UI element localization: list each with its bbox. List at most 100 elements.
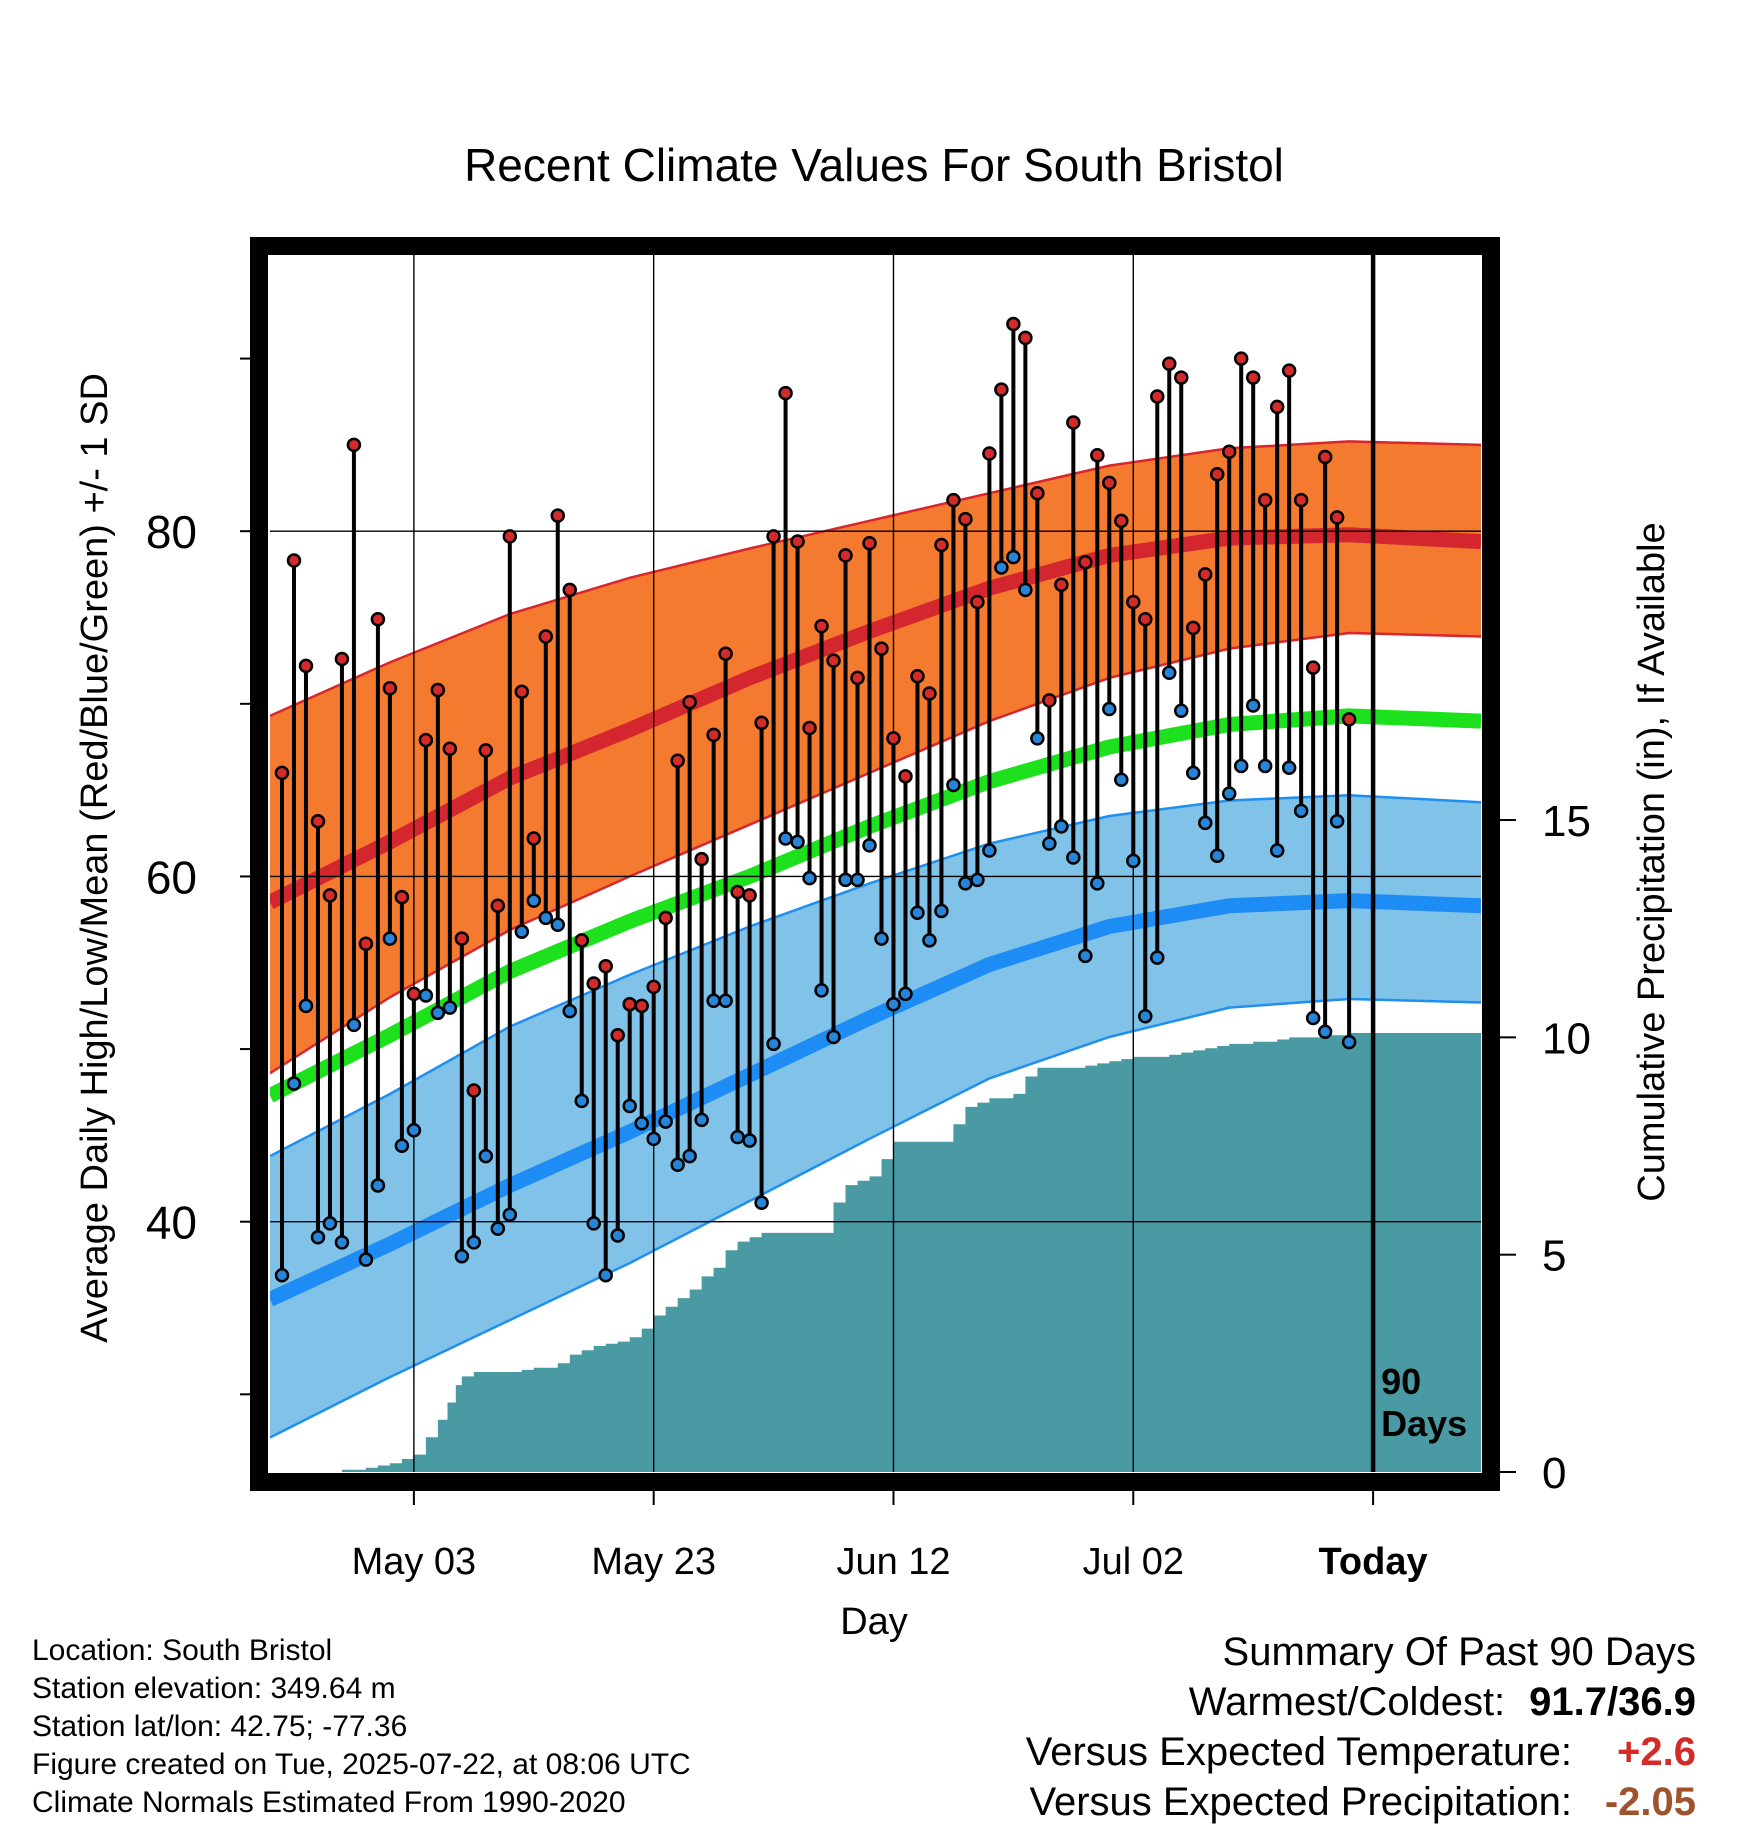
daily-low-point: [514, 924, 530, 939]
daily-high-point: [682, 694, 697, 710]
summary-title: Summary Of Past 90 Days: [1222, 1630, 1696, 1674]
location-text: Location: South Bristol: [32, 1634, 333, 1667]
daily-high-point: [1114, 513, 1129, 529]
daily-low-point: [898, 986, 913, 1002]
high-upper-edge: [270, 440, 1481, 718]
daily-high-point: [850, 670, 865, 686]
daily-low-point: [850, 872, 865, 888]
daily-high-point: [934, 537, 949, 553]
high-sd-band: [270, 441, 1481, 1074]
daily-high-point: [946, 492, 961, 508]
daily-high-point: [562, 582, 578, 598]
plot-area: 90 Days: [270, 255, 1481, 1472]
daily-high-point: [346, 437, 362, 453]
daily-low-point: [1102, 701, 1117, 717]
daily-low-point: [574, 1093, 589, 1109]
daily-high-point: [490, 898, 506, 914]
daily-low-point: [1281, 760, 1297, 775]
daily-low-point: [598, 1267, 613, 1283]
daily-low-point: [970, 872, 985, 888]
daily-high-point: [622, 996, 637, 1012]
daily-high-point: [586, 976, 601, 991]
daily-high-point: [1066, 415, 1081, 430]
daily-high-point: [394, 889, 410, 905]
x-tick-label: Today: [1319, 1541, 1428, 1583]
daily-high-point: [466, 1083, 482, 1098]
daily-high-point: [1257, 492, 1273, 508]
low-lower-edge: [270, 997, 1481, 1439]
daily-high-point: [994, 382, 1009, 397]
daily-low-point: [1221, 786, 1237, 801]
daily-high-point: [514, 684, 530, 699]
temp-anomaly-value: +2.6: [1617, 1730, 1696, 1774]
daily-high-point: [790, 534, 805, 549]
daily-high-point: [1150, 389, 1165, 404]
temp-anomaly-label: Versus Expected Temperature:: [1025, 1730, 1572, 1774]
daily-high-point: [742, 888, 757, 903]
daily-low-point: [1293, 803, 1309, 819]
daily-high-point: [1329, 510, 1345, 525]
daily-high-point: [1138, 611, 1153, 627]
daily-low-point: [442, 1000, 458, 1015]
daily-high-point: [598, 958, 613, 974]
daily-low-point: [766, 1036, 781, 1052]
daily-high-point: [886, 731, 901, 746]
y2-tick-label: 15: [1542, 797, 1591, 846]
x-tick-label: Jun 12: [836, 1541, 950, 1583]
daily-low-point: [1257, 758, 1273, 774]
low-sd-band: [270, 795, 1481, 1438]
daily-high-point: [442, 741, 458, 756]
daily-high-point: [1042, 693, 1057, 708]
plot-content: [270, 255, 1481, 1472]
daily-low-point: [1150, 950, 1165, 965]
daily-low-point: [466, 1235, 482, 1250]
daily-low-point: [274, 1267, 290, 1283]
daily-low-point: [1209, 848, 1225, 863]
daily-low-point: [1114, 772, 1129, 788]
daily-high-point: [802, 720, 817, 736]
daily-high-point: [286, 553, 302, 568]
daily-high-point: [358, 936, 374, 952]
daily-low-point: [946, 777, 961, 793]
daily-high-point: [1197, 567, 1213, 582]
axes: 40 60 80 0 5 10 15 May 03 May 23 Jun 12 Jul 02 Toda…: [146, 237, 1591, 1583]
daily-high-point: [646, 979, 661, 995]
daily-high-point: [922, 686, 937, 701]
daily-high-point: [526, 831, 542, 846]
daily-low-point: [1197, 815, 1213, 831]
daily-high-point: [970, 594, 985, 610]
daily-low-point: [430, 1005, 446, 1021]
daily-high-point: [478, 743, 494, 758]
today-days-label-line: Days: [1381, 1403, 1467, 1444]
daily-high-point: [502, 529, 518, 544]
daily-low-point: [1341, 1034, 1357, 1050]
daily-low-point: [1317, 1024, 1333, 1040]
daily-high-point: [1341, 712, 1357, 727]
daily-high-point: [766, 529, 781, 544]
daily-low-point: [802, 870, 817, 886]
daily-low-point: [934, 903, 949, 919]
daily-high-point: [1245, 370, 1261, 385]
daily-high-point: [910, 668, 925, 684]
x-tick-label: May 23: [591, 1541, 716, 1583]
daily-low-point: [658, 1114, 673, 1129]
x-tick-label: Jul 02: [1083, 1541, 1184, 1583]
low-upper-edge: [270, 794, 1481, 1158]
daily-high-point: [1221, 444, 1237, 460]
daily-high-point: [1293, 492, 1309, 508]
daily-low-point: [1066, 850, 1081, 865]
created-text: Figure created on Tue, 2025-07-22, at 08…: [32, 1748, 691, 1781]
daily-low-point: [646, 1131, 661, 1147]
daily-high-point: [406, 986, 422, 1002]
daily-low-point: [370, 1178, 386, 1193]
daily-low-point: [406, 1122, 422, 1138]
daily-low-point: [286, 1076, 302, 1091]
daily-low-point: [562, 1003, 578, 1019]
daily-high-point: [1173, 370, 1189, 385]
daily-high-point: [754, 715, 769, 731]
daily-high-point: [1233, 351, 1249, 366]
precip-anomaly-value: -2.05: [1604, 1780, 1696, 1824]
daily-high-point: [658, 910, 673, 926]
daily-high-point: [670, 753, 685, 769]
daily-low-point: [490, 1221, 506, 1236]
